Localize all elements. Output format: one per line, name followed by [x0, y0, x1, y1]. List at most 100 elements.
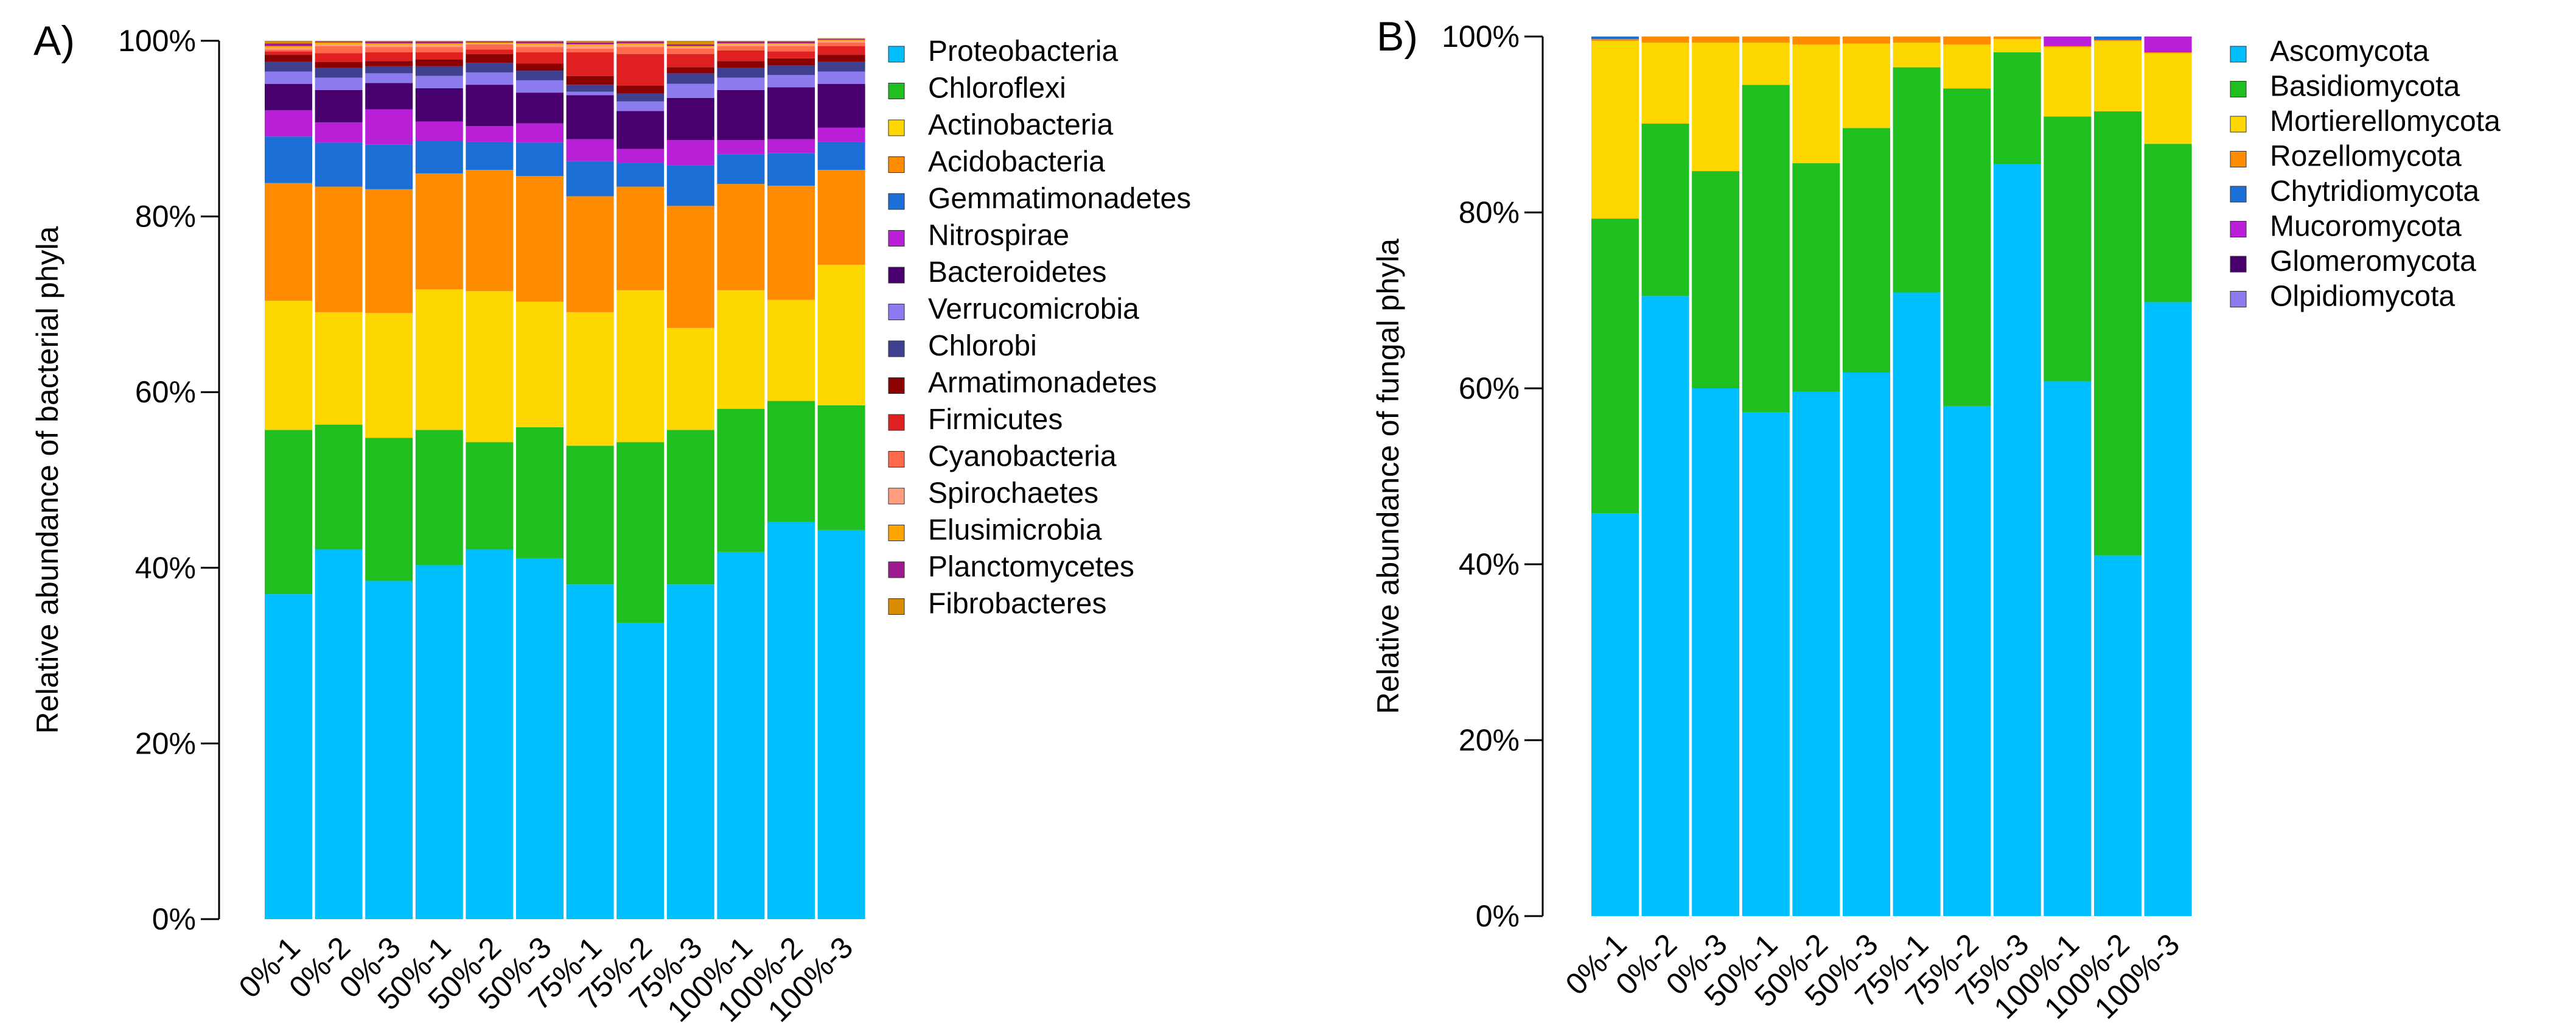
bar-segment-cyanobacteria	[315, 46, 363, 54]
bar-segment-rozellomycota	[2144, 52, 2192, 54]
bar-segment-actinobacteria	[666, 327, 714, 430]
legend-swatch-olpidiomycota	[2230, 291, 2247, 307]
bar-segment-armatimonadetes	[466, 54, 514, 63]
bar-segment-verrucomicrobia	[365, 73, 413, 83]
bar-segment-chlorobi	[616, 93, 665, 102]
bar-segment-mortierellomycota	[1692, 43, 1740, 172]
bar-segment-planctomycetes	[516, 41, 564, 44]
bar-segment-proteobacteria	[666, 584, 714, 919]
bar-segment-chlorobi	[717, 68, 765, 78]
legend-swatch-gemmatimonadetes	[888, 193, 905, 210]
bar-segment-basidiomycota	[1692, 171, 1740, 388]
bar-segment-cyanobacteria	[566, 48, 614, 52]
bar-segment-mortierellomycota	[1993, 39, 2041, 53]
bar-segment-bacteroidetes	[466, 85, 514, 126]
bar-segment-gemmatimonadetes	[767, 153, 815, 186]
bar-segment-elusimicrobia	[817, 40, 865, 41]
bar-segment-bacteroidetes	[666, 97, 714, 141]
bar-segment-armatimonadetes	[415, 59, 463, 66]
bar-segment-chytridiomycota	[2094, 37, 2141, 40]
bar-segment-planctomycetes	[315, 41, 363, 43]
bar-segment-chytridiomycota	[1591, 37, 1639, 40]
bar-segment-bacteroidetes	[616, 111, 665, 149]
bar-segment-proteobacteria	[315, 549, 363, 919]
bar-segment-cyanobacteria	[717, 46, 765, 51]
bar-segment-cyanobacteria	[767, 46, 815, 52]
bar-segment-chloroflexi	[516, 427, 564, 558]
bar-segment-chloroflexi	[265, 430, 312, 595]
legend-label-mortierellomycota: Mortierellomycota	[2270, 105, 2501, 138]
bar-segment-armatimonadetes	[365, 61, 413, 66]
bar-segment-actinobacteria	[415, 289, 463, 430]
y-tick-label: 80%	[1459, 195, 1520, 229]
bar-segment-chloroflexi	[566, 446, 614, 585]
bar-segment-cyanobacteria	[817, 42, 865, 46]
bar-segment-spirochaetes	[365, 45, 413, 47]
bar-segment-spirochaetes	[717, 44, 765, 46]
bar-segment-bacteroidetes	[265, 83, 312, 110]
bar-segment-planctomycetes	[415, 41, 463, 44]
bar-segment-acidobacteria	[315, 186, 363, 312]
bar-segment-basidiomycota	[1943, 88, 1991, 406]
y-tick-label: 40%	[1459, 547, 1520, 581]
bar-segment-actinobacteria	[365, 313, 413, 438]
legend-label-bacteroidetes: Bacteroidetes	[928, 256, 1107, 289]
bar-segment-armatimonadetes	[717, 61, 765, 68]
bar-segment-bacteroidetes	[415, 88, 463, 122]
legend-swatch-chlorobi	[888, 340, 905, 357]
bar-segment-chloroflexi	[717, 408, 765, 552]
y-axis-label: Relative abundance of bacterial phyla	[30, 226, 65, 733]
bar-segment-rozellomycota	[1591, 39, 1639, 41]
bar-segment-spirochaetes	[265, 47, 312, 50]
bar-segment-mucoromycota	[2144, 37, 2192, 53]
bar-segment-spirochaetes	[315, 44, 363, 46]
bar-segment-gemmatimonadetes	[817, 141, 865, 170]
bar-segment-verrucomicrobia	[566, 91, 614, 96]
legend-label-glomeromycota: Glomeromycota	[2270, 245, 2476, 278]
bar-segment-rozellomycota	[1742, 37, 1790, 43]
legend-label-chlorobi: Chlorobi	[928, 330, 1037, 362]
bar-segment-cyanobacteria	[616, 47, 665, 54]
bar-segment-rozellomycota	[1843, 37, 1890, 44]
bar-segment-proteobacteria	[415, 565, 463, 919]
bar-segment-chloroflexi	[666, 430, 714, 585]
bar-segment-mortierellomycota	[1943, 44, 1991, 89]
bar-segment-acidobacteria	[717, 184, 765, 290]
bar-segment-planctomycetes	[466, 41, 514, 43]
bar-segment-firmicutes	[466, 49, 514, 54]
bar-segment-mortierellomycota	[2044, 47, 2092, 117]
bar-segment-firmicutes	[817, 46, 865, 55]
legend-swatch-cyanobacteria	[888, 451, 905, 467]
bar-segment-basidiomycota	[1591, 219, 1639, 514]
bar-segment-nitrospirae	[365, 109, 413, 145]
bar-segment-basidiomycota	[2144, 144, 2192, 303]
bar-segment-proteobacteria	[566, 584, 614, 919]
bar-segment-bacteroidetes	[767, 87, 815, 139]
bar-segment-actinobacteria	[315, 312, 363, 425]
bar-segment-chlorobi	[265, 61, 312, 72]
bar-segment-cyanobacteria	[265, 49, 312, 52]
bar-segment-verrucomicrobia	[466, 72, 514, 85]
bar-segment-ascomycota	[1792, 391, 1840, 916]
legend-swatch-elusimicrobia	[888, 525, 905, 541]
bar-segment-chlorobi	[365, 66, 413, 74]
bar-segment-firmicutes	[767, 51, 815, 58]
bar-segment-proteobacteria	[516, 558, 564, 919]
bar-segment-acidobacteria	[817, 170, 865, 265]
bar-segment-chloroflexi	[415, 430, 463, 565]
bar-segment-actinobacteria	[817, 264, 865, 405]
bar-segment-basidiomycota	[1792, 163, 1840, 392]
bar-segment-cyanobacteria	[516, 47, 564, 52]
bar-segment-ascomycota	[1692, 388, 1740, 916]
legend-swatch-acidobacteria	[888, 156, 905, 173]
bar-segment-actinobacteria	[265, 301, 312, 430]
bar-segment-elusimicrobia	[717, 43, 765, 44]
bar-segment-firmicutes	[566, 52, 614, 76]
bar-segment-proteobacteria	[265, 594, 312, 919]
bar-segment-armatimonadetes	[265, 55, 312, 62]
bar-segment-basidiomycota	[2094, 111, 2141, 556]
bar-segment-proteobacteria	[365, 581, 413, 919]
panel-label: A)	[33, 18, 75, 64]
bar-segment-mortierellomycota	[1742, 43, 1790, 85]
